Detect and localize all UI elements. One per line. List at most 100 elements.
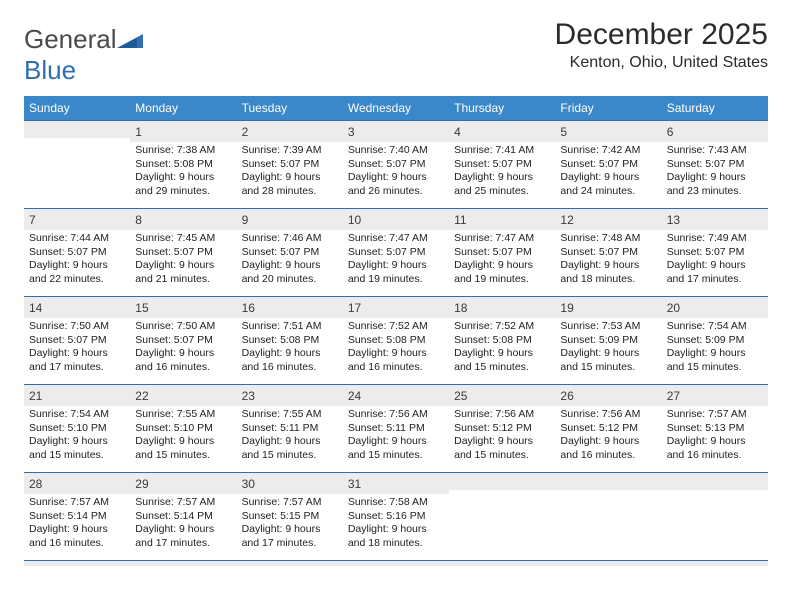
daylight-text-2: and 18 minutes.: [348, 537, 444, 551]
day-number-row: 4: [449, 120, 555, 142]
day-details: Sunrise: 7:53 AMSunset: 5:09 PMDaylight:…: [555, 318, 661, 377]
sunrise-text: Sunrise: 7:45 AM: [135, 232, 231, 246]
calendar-day-cell: 9Sunrise: 7:46 AMSunset: 5:07 PMDaylight…: [237, 208, 343, 296]
sunrise-text: Sunrise: 7:58 AM: [348, 496, 444, 510]
day-number-row: [555, 472, 661, 490]
day-number: 5: [560, 125, 567, 139]
calendar-day-cell: 11Sunrise: 7:47 AMSunset: 5:07 PMDayligh…: [449, 208, 555, 296]
logo-word2: Blue: [24, 55, 76, 85]
daylight-text-2: and 16 minutes.: [667, 449, 763, 463]
daylight-text-2: and 28 minutes.: [242, 185, 338, 199]
day-number-row: 9: [237, 208, 343, 230]
sunset-text: Sunset: 5:07 PM: [454, 158, 550, 172]
sunrise-text: Sunrise: 7:54 AM: [667, 320, 763, 334]
calendar-day-cell: 13 Sunrise: 7:49 AMSunset: 5:07 PMDayligh…: [662, 208, 768, 296]
day-number: 24: [348, 389, 361, 403]
daylight-text-1: Daylight: 9 hours: [348, 347, 444, 361]
day-details: Sunrise: 7:49 AMSunset: 5:07 PMDaylight:…: [662, 230, 768, 289]
daylight-text-1: Daylight: 9 hours: [135, 259, 231, 273]
sunset-text: Sunset: 5:10 PM: [135, 422, 231, 436]
day-number-row: 29: [130, 472, 236, 494]
calendar-day-cell: 27Sunrise: 7:57 AMSunset: 5:13 PMDayligh…: [662, 384, 768, 472]
sunrise-text: Sunrise: 7:57 AM: [135, 496, 231, 510]
day-number: 9: [242, 213, 249, 227]
sunrise-text: Sunrise: 7:50 AM: [29, 320, 125, 334]
day-number: 18: [454, 301, 467, 315]
sunrise-text: Sunrise: 7:53 AM: [560, 320, 656, 334]
daylight-text-2: and 20 minutes.: [242, 273, 338, 287]
sunset-text: Sunset: 5:14 PM: [29, 510, 125, 524]
daylight-text-2: and 21 minutes.: [135, 273, 231, 287]
day-number-row: 16: [237, 296, 343, 318]
sunset-text: Sunset: 5:14 PM: [135, 510, 231, 524]
day-number-row: 1: [130, 120, 236, 142]
page-title: December 2025: [555, 18, 768, 52]
calendar-day-cell: 17 Sunrise: 7:52 AMSunset: 5:08 PMDayligh…: [343, 296, 449, 384]
day-number: 13: [667, 213, 680, 227]
calendar-day-cell: 25Sunrise: 7:56 AMSunset: 5:12 PMDayligh…: [449, 384, 555, 472]
day-details: Sunrise: 7:57 AMSunset: 5:15 PMDaylight:…: [237, 494, 343, 553]
calendar-day-cell: 7Sunrise: 7:44 AMSunset: 5:07 PMDaylight…: [24, 208, 130, 296]
daylight-text-1: Daylight: 9 hours: [29, 523, 125, 537]
logo-word1: General: [24, 24, 117, 54]
day-number: 1: [135, 125, 142, 139]
sunrise-text: Sunrise: 7:56 AM: [454, 408, 550, 422]
day-number: 20: [667, 301, 680, 315]
day-number-row: 7: [24, 208, 130, 230]
day-details: Sunrise: 7:47 AMSunset: 5:07 PMDaylight:…: [343, 230, 449, 289]
daylight-text-2: and 18 minutes.: [560, 273, 656, 287]
calendar-day-cell: 24Sunrise: 7:56 AMSunset: 5:11 PMDayligh…: [343, 384, 449, 472]
sunset-text: Sunset: 5:15 PM: [242, 510, 338, 524]
daylight-text-1: Daylight: 9 hours: [29, 435, 125, 449]
day-number: 8: [135, 213, 142, 227]
daylight-text-1: Daylight: 9 hours: [667, 347, 763, 361]
daylight-text-1: Daylight: 9 hours: [29, 259, 125, 273]
sunset-text: Sunset: 5:07 PM: [242, 246, 338, 260]
sunrise-text: Sunrise: 7:52 AM: [454, 320, 550, 334]
day-number-row: [662, 472, 768, 490]
day-number: 17: [348, 301, 361, 315]
daylight-text-1: Daylight: 9 hours: [348, 171, 444, 185]
day-number: 31: [348, 477, 361, 491]
sunrise-text: Sunrise: 7:51 AM: [242, 320, 338, 334]
sunrise-text: Sunrise: 7:56 AM: [348, 408, 444, 422]
daylight-text-2: and 26 minutes.: [348, 185, 444, 199]
calendar-day-cell: 14Sunrise: 7:50 AMSunset: 5:07 PMDayligh…: [24, 296, 130, 384]
calendar-day-cell: [662, 472, 768, 560]
day-header: Tuesday: [237, 96, 343, 120]
day-details: Sunrise: 7:44 AMSunset: 5:07 PMDaylight:…: [24, 230, 130, 289]
calendar-day-cell: 4Sunrise: 7:41 AMSunset: 5:07 PMDaylight…: [449, 120, 555, 208]
sunset-text: Sunset: 5:08 PM: [348, 334, 444, 348]
day-number-row: 3: [343, 120, 449, 142]
day-number-row: 5: [555, 120, 661, 142]
sunrise-text: Sunrise: 7:52 AM: [348, 320, 444, 334]
sunrise-text: Sunrise: 7:57 AM: [29, 496, 125, 510]
day-number: 28: [29, 477, 42, 491]
day-number: 23: [242, 389, 255, 403]
daylight-text-1: Daylight: 9 hours: [242, 523, 338, 537]
calendar-week-row: 1Sunrise: 7:38 AMSunset: 5:08 PMDaylight…: [24, 120, 768, 208]
sunrise-text: Sunrise: 7:54 AM: [29, 408, 125, 422]
day-details: Sunrise: 7:40 AMSunset: 5:07 PMDaylight:…: [343, 142, 449, 201]
daylight-text-2: and 15 minutes.: [454, 361, 550, 375]
day-header-row: Sunday Monday Tuesday Wednesday Thursday…: [24, 96, 768, 120]
sunset-text: Sunset: 5:08 PM: [454, 334, 550, 348]
day-number-row: 31: [343, 472, 449, 494]
daylight-text-1: Daylight: 9 hours: [242, 435, 338, 449]
sunset-text: Sunset: 5:07 PM: [29, 334, 125, 348]
day-details: Sunrise: 7:47 AMSunset: 5:07 PMDaylight:…: [449, 230, 555, 289]
day-details: Sunrise: 7:57 AMSunset: 5:13 PMDaylight:…: [662, 406, 768, 465]
calendar-day-cell: [555, 472, 661, 560]
sunset-text: Sunset: 5:07 PM: [667, 158, 763, 172]
daylight-text-2: and 16 minutes.: [242, 361, 338, 375]
sunrise-text: Sunrise: 7:55 AM: [242, 408, 338, 422]
calendar-day-cell: 10Sunrise: 7:47 AMSunset: 5:07 PMDayligh…: [343, 208, 449, 296]
sunrise-text: Sunrise: 7:40 AM: [348, 144, 444, 158]
daylight-text-2: and 19 minutes.: [348, 273, 444, 287]
calendar-day-cell: 15Sunrise: 7:50 AMSunset: 5:07 PMDayligh…: [130, 296, 236, 384]
day-number-row: 12: [555, 208, 661, 230]
sunrise-text: Sunrise: 7:47 AM: [348, 232, 444, 246]
daylight-text-1: Daylight: 9 hours: [29, 347, 125, 361]
day-number-row: [449, 472, 555, 490]
sunset-text: Sunset: 5:12 PM: [454, 422, 550, 436]
